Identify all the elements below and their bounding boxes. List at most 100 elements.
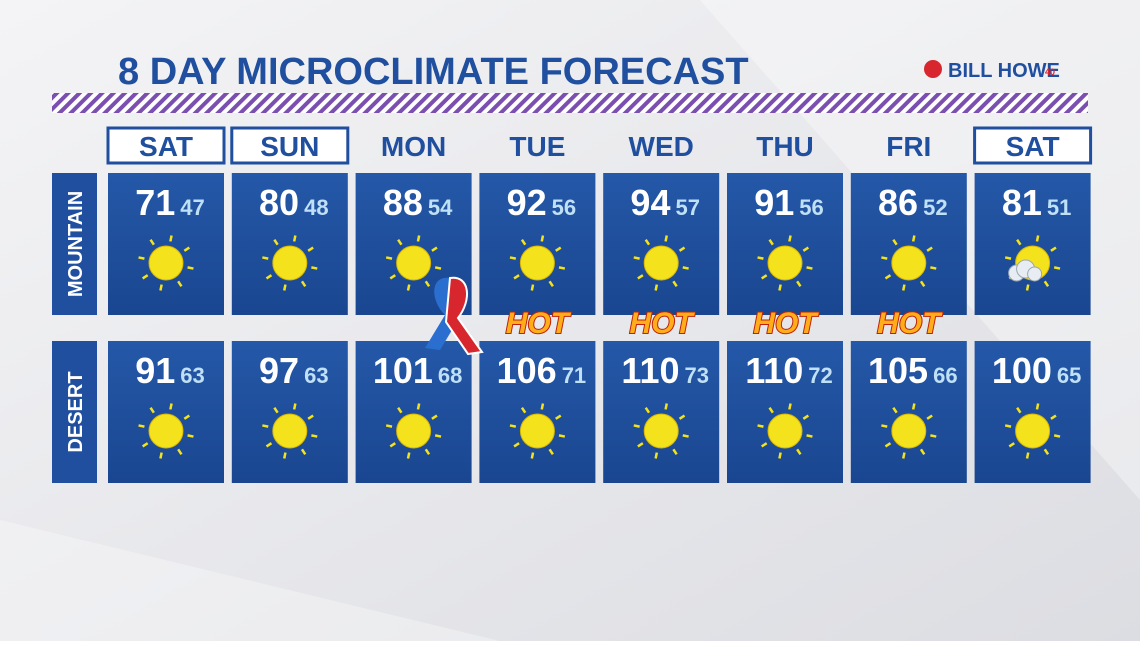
sun-ray — [678, 246, 686, 252]
sun-ray — [434, 434, 442, 438]
day-label: SAT — [139, 131, 193, 162]
day-label: TUE — [509, 131, 565, 162]
sun-ray — [1043, 280, 1050, 288]
high-temp: 80 — [259, 182, 299, 223]
sun-ray — [1053, 434, 1061, 438]
sun-icon — [1004, 403, 1061, 459]
sun-ray — [389, 274, 396, 280]
sun-ray — [654, 284, 659, 291]
sun-ray — [919, 280, 926, 288]
sun-disc — [891, 245, 927, 281]
logo-icon — [924, 60, 942, 78]
sun-ray — [678, 414, 686, 420]
sun-icon — [633, 235, 689, 291]
sun-ray — [926, 246, 933, 252]
sun-ray — [424, 448, 431, 456]
sun-ray — [397, 406, 403, 414]
temps: 92 56 — [507, 182, 577, 223]
sun-ray — [300, 448, 307, 456]
day-label: SUN — [260, 131, 319, 162]
sun-ray — [902, 284, 906, 291]
sun-ray — [520, 238, 527, 246]
day-box — [106, 126, 226, 165]
temps: 110 73 — [621, 350, 709, 391]
sun-ray — [911, 403, 916, 410]
sun-ray — [760, 442, 768, 448]
high-temp: 110 — [745, 350, 803, 391]
sun-icon — [757, 235, 813, 291]
sun-ray — [311, 266, 318, 270]
sun-ray — [930, 434, 937, 438]
sun-ray — [1016, 406, 1022, 414]
sun-ray — [802, 246, 810, 252]
low-temp: 57 — [675, 195, 699, 220]
sun-ray — [149, 238, 155, 246]
temps: 91 56 — [754, 182, 824, 223]
sun-ray — [265, 274, 273, 280]
sun-ray — [283, 452, 287, 459]
low-temp: 72 — [808, 363, 832, 388]
high-temp: 110 — [621, 350, 679, 391]
low-temp: 48 — [304, 195, 328, 220]
sun-ray — [385, 424, 393, 428]
temps: 100 65 — [992, 350, 1082, 391]
sun-ray — [406, 452, 411, 459]
sun-icon — [633, 403, 689, 459]
sun-ray — [548, 280, 554, 288]
sun-ray — [1043, 448, 1050, 456]
sun-icon — [262, 403, 318, 459]
high-temp: 100 — [992, 350, 1052, 391]
sun-ray — [159, 452, 163, 459]
sun-ray — [788, 235, 792, 242]
sun-ray — [397, 238, 403, 246]
temps: 88 54 — [383, 182, 453, 223]
sun-disc — [1015, 413, 1051, 449]
sun-ray — [389, 442, 396, 448]
sun-ray — [682, 266, 689, 270]
day-box — [230, 126, 350, 165]
row-label: MOUNTAIN — [65, 191, 87, 297]
low-temp: 56 — [799, 195, 823, 220]
temps: 81 51 — [1002, 182, 1072, 223]
sun-ray — [633, 424, 640, 428]
sun-ray — [926, 414, 933, 420]
forecast-cell — [727, 341, 843, 483]
low-temp: 56 — [552, 195, 576, 220]
sun-ray — [930, 266, 937, 270]
day-label: SAT — [1006, 131, 1060, 162]
divider-band — [52, 93, 1088, 113]
sun-ray — [431, 246, 438, 252]
sun-ray — [1025, 284, 1030, 291]
ribbon — [425, 276, 484, 356]
sun-ray — [183, 414, 191, 420]
temps: 91 63 — [135, 350, 205, 391]
sun-disc — [148, 245, 184, 281]
sun-ray — [169, 403, 173, 410]
sun-ray — [169, 235, 173, 242]
sun-ray — [187, 266, 194, 270]
sun-ray — [138, 424, 145, 428]
sun-ray — [265, 442, 273, 448]
forecast-cell — [850, 341, 967, 483]
sun-ray — [806, 434, 813, 438]
sun-ray — [1050, 414, 1057, 420]
sun-disc — [396, 245, 432, 281]
sun-ray — [1053, 266, 1061, 270]
title: 8 DAY MICROCLIMATE FORECAST — [118, 51, 749, 93]
high-temp: 86 — [878, 182, 918, 223]
forecast-cell — [974, 173, 1091, 315]
low-temp: 68 — [438, 363, 462, 388]
sun-ray — [768, 406, 774, 414]
sun-ray — [1035, 235, 1040, 242]
sun-icon — [262, 235, 318, 291]
sun-ray — [664, 403, 668, 410]
sun-ray — [796, 448, 802, 456]
sun-ray — [1004, 424, 1012, 428]
low-temp: 52 — [923, 195, 947, 220]
forecast-cell — [231, 341, 348, 483]
sun-ray — [540, 403, 545, 410]
sun-ray — [509, 424, 517, 428]
sponsor-name: BILL HOWE — [948, 60, 1060, 82]
sun-ray — [644, 238, 651, 246]
